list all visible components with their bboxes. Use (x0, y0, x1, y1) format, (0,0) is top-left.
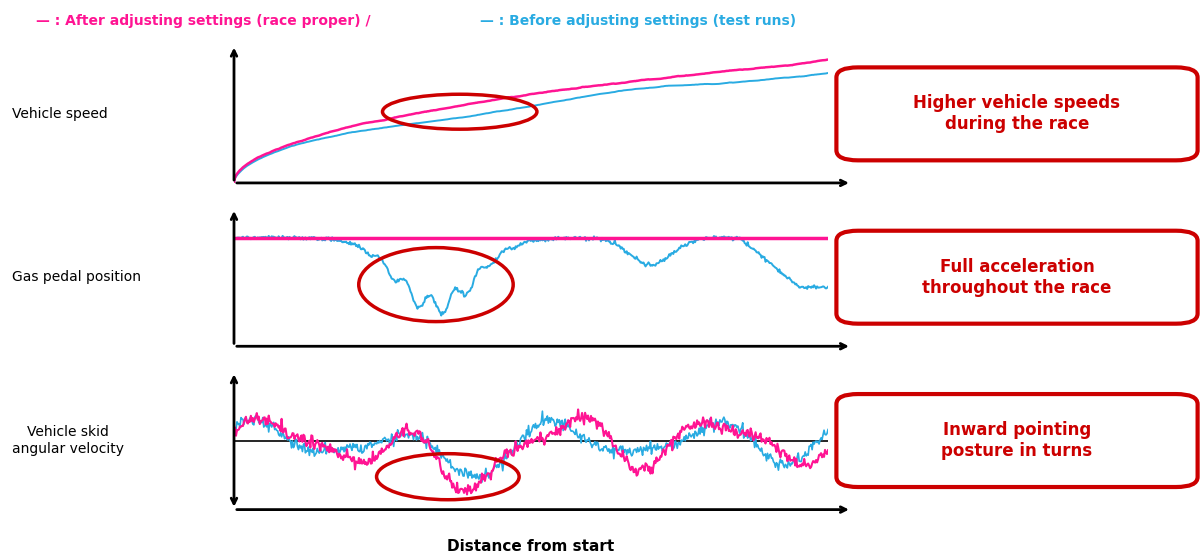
Text: Gas pedal position: Gas pedal position (12, 270, 142, 284)
Text: Vehicle skid
angular velocity: Vehicle skid angular velocity (12, 426, 124, 456)
Text: Higher vehicle speeds
during the race: Higher vehicle speeds during the race (913, 95, 1121, 133)
Text: — : Before adjusting settings (test runs): — : Before adjusting settings (test runs… (480, 14, 796, 28)
Text: — : After adjusting settings (race proper) /: — : After adjusting settings (race prope… (36, 14, 376, 28)
Text: Vehicle speed: Vehicle speed (12, 107, 108, 121)
Text: Full acceleration
throughout the race: Full acceleration throughout the race (923, 258, 1111, 297)
Text: Distance from start: Distance from start (448, 539, 614, 554)
Text: Inward pointing
posture in turns: Inward pointing posture in turns (942, 421, 1092, 460)
